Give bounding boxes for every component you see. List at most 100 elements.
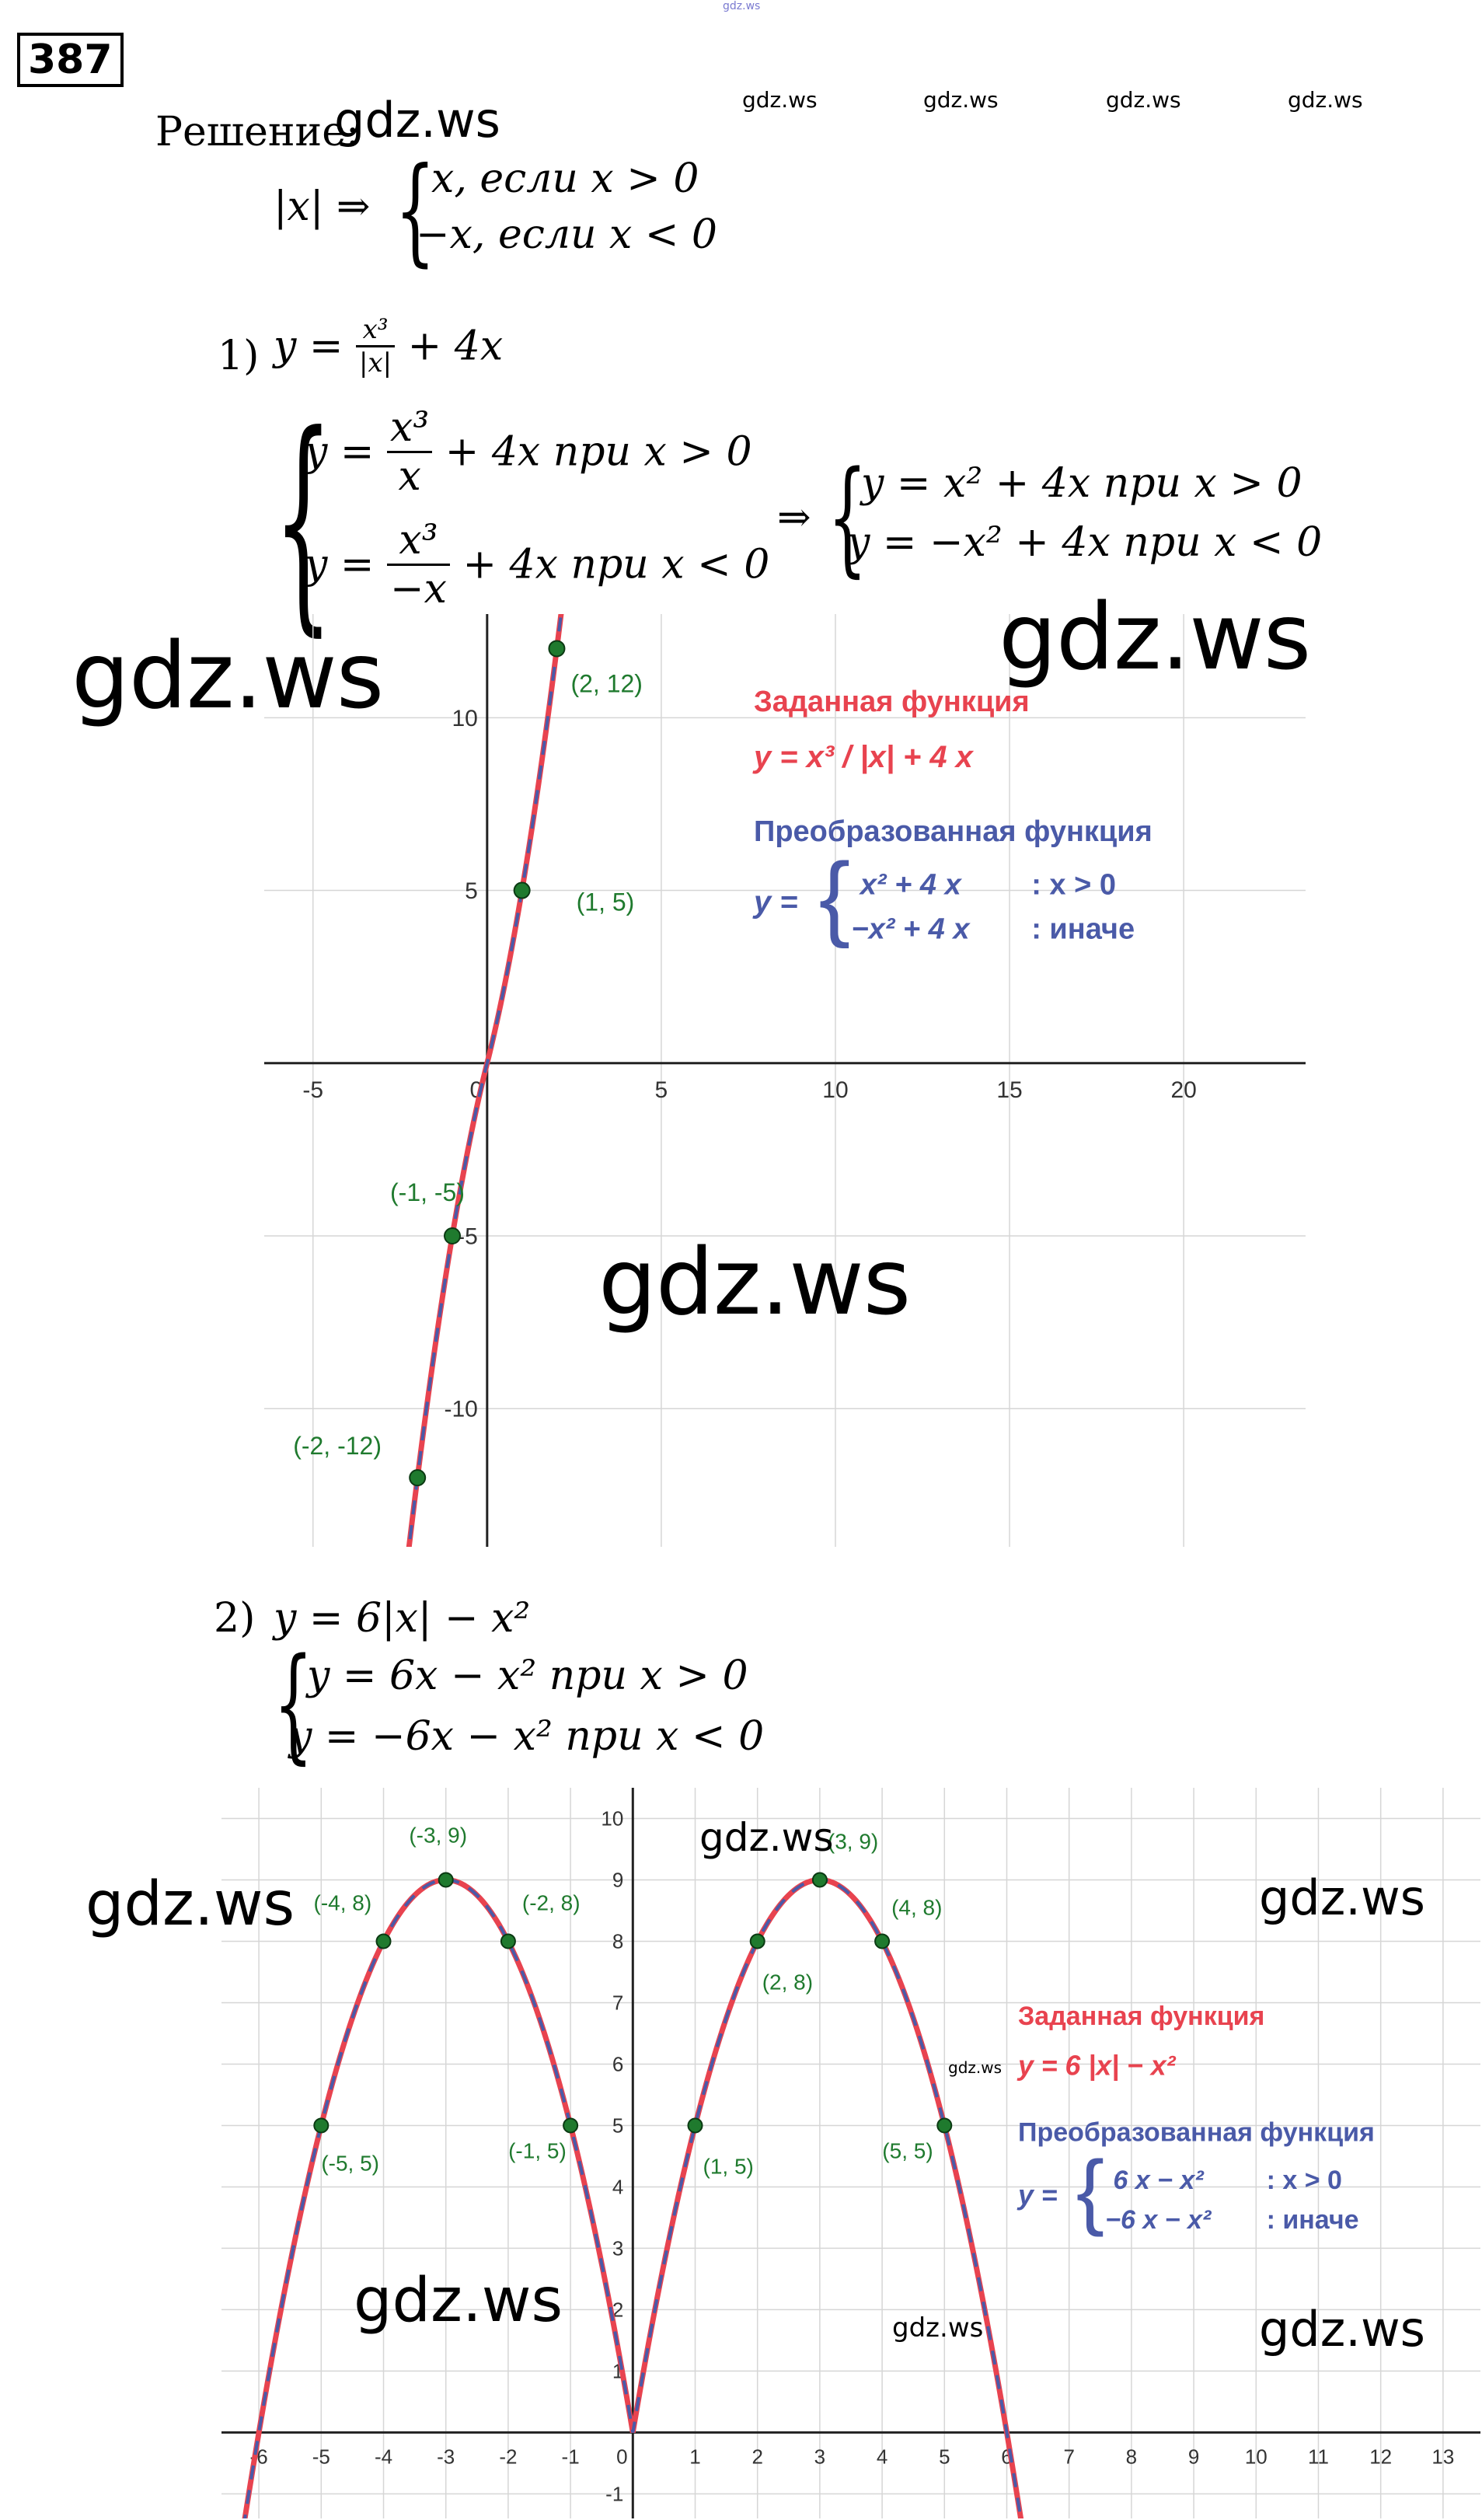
- y-tick-label: 3: [612, 2237, 623, 2260]
- data-point-label: (5, 5): [882, 2138, 933, 2162]
- abs-case-positive: x, если x > 0: [431, 155, 699, 202]
- x-tick-label: 5: [939, 2445, 950, 2468]
- x-tick-label: -1: [562, 2445, 580, 2468]
- data-point-label: (4, 8): [891, 1895, 942, 1919]
- part1-system-row2: y = x³ −x + 4x при x < 0: [305, 517, 769, 613]
- part1-result-brace: {: [828, 444, 867, 589]
- y-tick-label: 5: [612, 2114, 623, 2138]
- data-point: [513, 881, 531, 899]
- part1-system-row1: y = x³ x + 4x при x > 0: [305, 404, 752, 500]
- data-point-label: (2, 12): [570, 669, 642, 697]
- part1-sys2-fraction: x³ −x: [387, 517, 450, 613]
- legend-transformed-title: Преобразованная функция: [1018, 2118, 1375, 2148]
- x-tick-label: 0: [616, 2445, 627, 2468]
- data-point: [313, 2117, 330, 2134]
- watermark: gdz.ws: [354, 2266, 563, 2336]
- y-tick-label: 4: [612, 2176, 623, 2199]
- data-point: [874, 1933, 891, 1949]
- y-tick-label: 6: [612, 2053, 623, 2076]
- task-number: 387: [17, 33, 124, 87]
- data-point-label: (-1, 5): [508, 2138, 567, 2162]
- x-tick-label: 2: [751, 2445, 762, 2468]
- watermark: gdz.ws: [999, 583, 1311, 690]
- x-tick-label: 5: [655, 1077, 668, 1103]
- part1-sys2-rest: + 4x при x < 0: [462, 541, 770, 588]
- data-point-label: (1, 5): [703, 2154, 754, 2178]
- legend-transformed-lhs: y =: [752, 885, 798, 919]
- x-tick-label: 9: [1188, 2445, 1199, 2468]
- x-tick-label: 10: [1245, 2445, 1268, 2468]
- y-tick-label: 2: [612, 2298, 623, 2322]
- y-tick-label: 10: [452, 706, 477, 731]
- data-point-label: (1, 5): [577, 888, 635, 916]
- legend-transformed-cond1: : x > 0: [1031, 869, 1116, 902]
- legend-transformed-case1: 6 x − x²: [1113, 2166, 1205, 2195]
- watermark: gdz.ws: [892, 2312, 984, 2344]
- x-tick-label: -4: [375, 2445, 392, 2468]
- y-tick-label: 8: [612, 1930, 623, 1953]
- legend-transformed-title: Преобразованная функция: [754, 815, 1152, 848]
- watermark: gdz.ws: [598, 1228, 911, 1335]
- data-point: [409, 1469, 427, 1487]
- part1-equation: y = x³ |x| + 4x: [274, 314, 503, 379]
- watermark: gdz.ws: [71, 622, 384, 729]
- x-tick-label: 20: [1170, 1077, 1196, 1103]
- data-point-label: (-1, -5): [390, 1178, 465, 1206]
- data-point-label: (-2, -12): [293, 1432, 382, 1460]
- watermark: gdz.ws: [1288, 87, 1363, 113]
- part2-system-row2: y = −6x − x² при x < 0: [289, 1713, 765, 1760]
- legend-transformed-case1: x² + 4 x: [859, 869, 963, 902]
- data-point: [500, 1933, 516, 1949]
- legend-given-formula: y = 6 |x| − x²: [1016, 2051, 1177, 2082]
- part1-eq-den: |x|: [359, 347, 392, 379]
- transformed-function-curve: [407, 614, 563, 1547]
- part2-system-brace: {: [274, 1631, 313, 1776]
- watermark: gdz.ws: [742, 87, 818, 113]
- data-point-label: (-4, 8): [314, 1890, 372, 1914]
- x-tick-label: -2: [499, 2445, 517, 2468]
- x-tick-label: 3: [814, 2445, 825, 2468]
- part1-label: 1): [218, 333, 260, 379]
- data-point-label: (2, 8): [762, 1970, 813, 1994]
- data-point-label: (-3, 9): [409, 1823, 467, 1847]
- data-point: [444, 1227, 462, 1244]
- part1-eq-lhs: y =: [274, 323, 343, 370]
- x-tick-label: 4: [877, 2445, 887, 2468]
- part2-system-row1: y = 6x − x² при x > 0: [307, 1653, 748, 1699]
- part1-result-row1: y = x² + 4x при x > 0: [861, 460, 1302, 507]
- chart-2: -6 -5 -4 -3 -2 -1 0 1 2 3 4 5 6 7 8 9 10 11 12 131098765432…: [221, 1788, 1480, 2518]
- part1-sys1-den: x: [398, 453, 421, 500]
- legend-brace: {: [1076, 2144, 1104, 2238]
- part1-sys1-rest: + 4x при x > 0: [445, 428, 752, 476]
- watermark-top-small: gdz.ws: [723, 0, 761, 12]
- part1-sys1-num: x³: [387, 404, 433, 453]
- legend-transformed-cond2: : иначе: [1031, 913, 1135, 946]
- solution-label: Решение:: [155, 109, 360, 155]
- data-point: [438, 1872, 454, 1888]
- part1-sys1-fraction: x³ x: [387, 404, 433, 500]
- data-point: [811, 1872, 828, 1888]
- data-point: [687, 2117, 703, 2134]
- x-tick-label: -3: [437, 2445, 455, 2468]
- part1-eq-rest: + 4x: [407, 323, 504, 370]
- y-tick-label: -1: [605, 2483, 623, 2506]
- x-tick-label: 13: [1431, 2445, 1454, 2468]
- legend-given-title: Заданная функция: [754, 686, 1030, 718]
- part1-sys2-num: x³: [387, 517, 450, 566]
- data-point: [548, 640, 566, 658]
- data-point: [936, 2117, 953, 2134]
- part1-result-row2: y = −x² + 4x при x < 0: [847, 519, 1323, 566]
- data-point: [563, 2117, 579, 2134]
- x-tick-label: 8: [1126, 2445, 1137, 2468]
- watermark: gdz.ws: [699, 1815, 834, 1860]
- abs-definition-lhs: |x| ⇒: [274, 183, 371, 230]
- legend-transformed-case2: −x² + 4 x: [851, 913, 971, 946]
- x-tick-label: 1: [689, 2445, 700, 2468]
- data-point-label: (-5, 5): [321, 2151, 379, 2175]
- watermark: gdz.ws: [1259, 1869, 1425, 1926]
- legend-transformed-lhs: y =: [1016, 2180, 1058, 2211]
- x-tick-label: 10: [822, 1077, 848, 1103]
- part1-eq-num: x³: [356, 314, 396, 347]
- part2-equation: y = 6|x| − x²: [274, 1595, 531, 1642]
